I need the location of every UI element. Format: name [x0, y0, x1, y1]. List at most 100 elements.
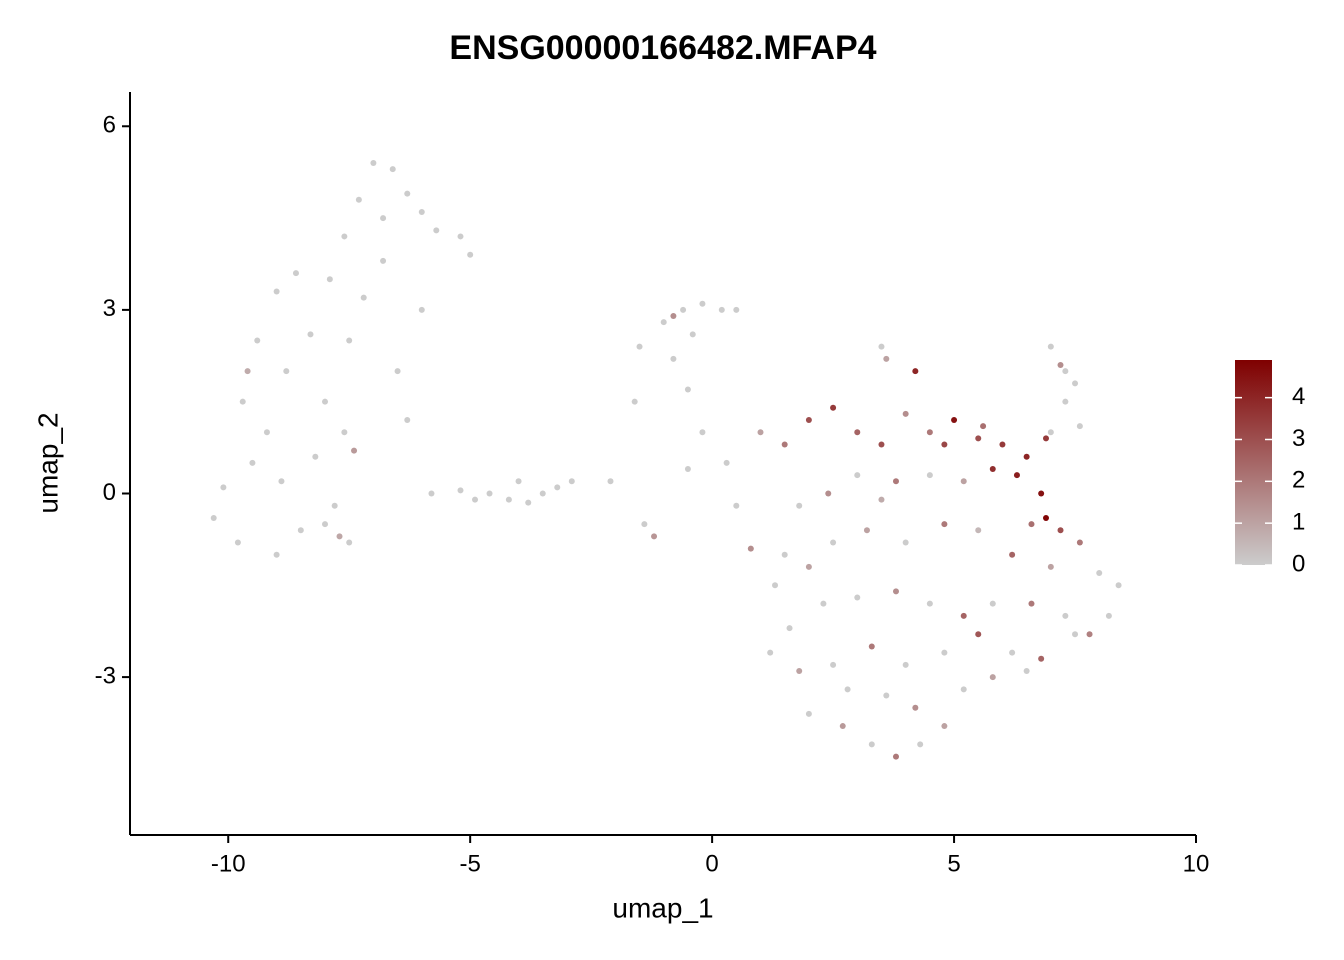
cell-point — [322, 398, 329, 405]
cell-point — [326, 276, 333, 283]
cell-point — [796, 667, 803, 674]
cell-point — [331, 502, 338, 509]
cell-point — [883, 692, 890, 699]
cell-point — [805, 417, 812, 424]
cell-point — [239, 398, 246, 405]
cell-point — [941, 649, 948, 656]
cell-point — [641, 521, 648, 528]
cell-point — [1086, 631, 1093, 638]
y-tick-label: 3 — [103, 295, 116, 322]
cell-point — [926, 429, 933, 436]
cell-point — [805, 710, 812, 717]
color-bar — [1235, 360, 1272, 565]
cell-point — [631, 398, 638, 405]
cell-point — [404, 190, 411, 197]
cell-point — [346, 337, 353, 344]
cell-point — [892, 753, 899, 760]
cell-point — [1062, 612, 1069, 619]
cell-point — [515, 478, 522, 485]
cell-point — [1023, 453, 1030, 460]
cell-point — [1013, 472, 1020, 479]
cell-point — [757, 429, 764, 436]
cell-point — [1009, 649, 1016, 656]
cell-point — [433, 227, 440, 234]
cell-point — [457, 233, 464, 240]
cell-point — [975, 435, 982, 442]
cell-point — [718, 306, 725, 313]
cell-point — [1047, 343, 1054, 350]
cell-point — [1072, 631, 1079, 638]
cell-point — [389, 166, 396, 173]
cell-point — [917, 741, 924, 748]
cell-point — [1038, 490, 1045, 497]
cell-point — [273, 551, 280, 558]
cell-point — [370, 159, 377, 166]
cell-point — [892, 478, 899, 485]
cell-point — [351, 447, 358, 454]
cell-point — [830, 661, 837, 668]
cell-point — [1105, 612, 1112, 619]
cell-point — [467, 251, 474, 258]
cell-point — [1047, 429, 1054, 436]
cell-point — [878, 496, 885, 503]
cell-point — [1042, 435, 1049, 442]
cell-point — [234, 539, 241, 546]
cell-point — [786, 625, 793, 632]
cell-point — [394, 368, 401, 375]
cell-point — [684, 386, 691, 393]
cell-point — [830, 539, 837, 546]
cell-point — [273, 288, 280, 295]
y-tick-label: 0 — [103, 479, 116, 506]
cell-point — [1047, 563, 1054, 570]
cell-point — [796, 502, 803, 509]
cell-point — [380, 215, 387, 222]
cell-point — [312, 453, 319, 460]
cell-point — [902, 410, 909, 417]
cell-point — [960, 686, 967, 693]
cell-point — [941, 521, 948, 528]
cell-point — [960, 478, 967, 485]
y-tick-label: 6 — [103, 112, 116, 139]
cell-point — [878, 441, 885, 448]
cell-point — [1057, 361, 1064, 368]
chart-title: ENSG00000166482.MFAP4 — [449, 29, 876, 67]
cell-point — [428, 490, 435, 497]
cell-point — [772, 582, 779, 589]
cell-point — [457, 487, 464, 494]
cell-point — [941, 441, 948, 448]
cell-point — [355, 196, 362, 203]
cell-point — [1023, 667, 1030, 674]
cell-point — [699, 429, 706, 436]
cell-point — [854, 472, 861, 479]
x-tick-label: -10 — [211, 850, 246, 877]
cell-point — [975, 631, 982, 638]
x-tick-label: 10 — [1183, 850, 1210, 877]
cell-point — [418, 306, 425, 313]
cell-point — [1115, 582, 1122, 589]
cell-point — [651, 533, 658, 540]
cell-point — [1042, 514, 1049, 521]
cell-point — [902, 539, 909, 546]
cell-point — [989, 466, 996, 473]
cell-point — [825, 490, 832, 497]
cell-point — [283, 368, 290, 375]
cell-point — [278, 478, 285, 485]
cell-point — [781, 551, 788, 558]
cell-point — [670, 313, 677, 320]
cell-point — [660, 319, 667, 326]
cell-point — [1028, 521, 1035, 528]
cell-point — [699, 300, 706, 307]
cell-point — [878, 343, 885, 350]
y-tick-label: -3 — [95, 662, 116, 689]
cell-point — [1062, 398, 1069, 405]
cell-point — [220, 484, 227, 491]
cell-point — [868, 643, 875, 650]
cell-point — [854, 429, 861, 436]
color-bar-label: 1 — [1292, 509, 1305, 536]
cell-point — [892, 588, 899, 595]
cell-point — [244, 368, 251, 375]
cell-point — [486, 490, 493, 497]
cell-point — [472, 496, 479, 503]
cell-point — [1062, 368, 1069, 375]
